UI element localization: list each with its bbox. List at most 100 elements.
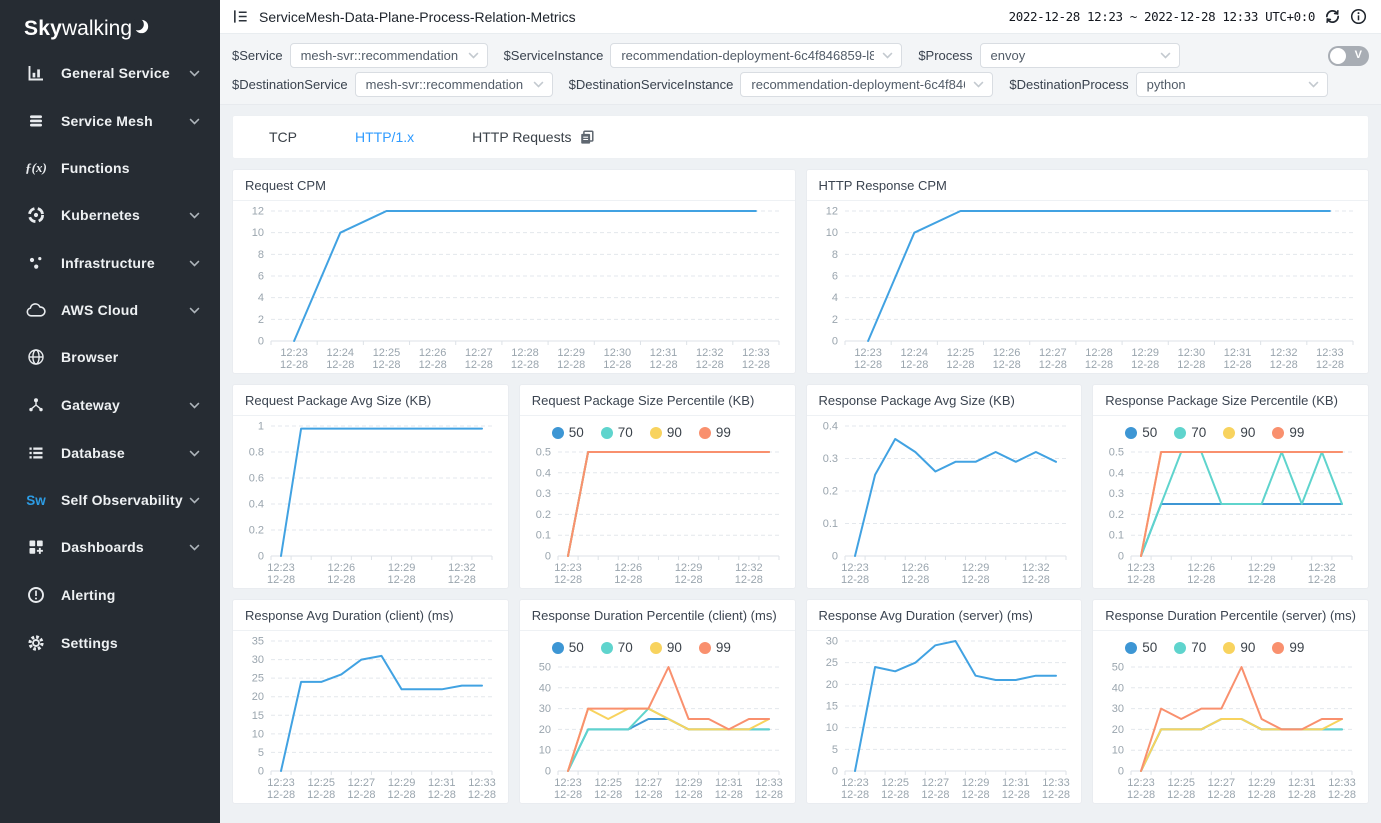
select-serviceinstance[interactable]: recommendation-deployment-6c4f846859-l8r… [610, 43, 903, 68]
svg-text:0.8: 0.8 [249, 447, 264, 459]
legend-item-99[interactable]: 99 [1272, 640, 1304, 655]
filter-label: $DestinationServiceInstance [568, 77, 734, 92]
sidebar-item-self-observability[interactable]: Sw Self Observability [0, 477, 220, 523]
svg-text:0: 0 [831, 336, 837, 348]
line-chart[interactable]: 00.10.20.30.412:2312-2812:2612-2812:2912… [807, 416, 1082, 588]
filter-destinationprocess: $DestinationProcess python [1009, 72, 1328, 97]
svg-text:12-28: 12-28 [1248, 789, 1276, 801]
legend-item-70[interactable]: 70 [1174, 425, 1206, 440]
svg-text:0.4: 0.4 [249, 499, 264, 511]
chart-body: 0 2 4 6 8 10 12 12:23 12-28 12:24 12-28 12:25 12-28 1… [233, 201, 795, 373]
line-chart[interactable]: 02468101212:2312-2812:2412-2812:2512-281… [807, 201, 1369, 373]
legend-item-50[interactable]: 50 [551, 640, 584, 655]
select-destinationserviceinstance[interactable]: recommendation-deployment-6c4f846859-l8r… [740, 72, 994, 97]
sidebar-item-gateway[interactable]: Gateway [0, 381, 220, 429]
sidebar-item-kubernetes[interactable]: Kubernetes [0, 191, 220, 239]
info-icon[interactable] [1350, 8, 1367, 25]
chart-title: Request Package Avg Size (KB) [233, 385, 508, 416]
svg-text:12-28: 12-28 [419, 359, 447, 371]
legend-item-70[interactable]: 70 [600, 640, 633, 655]
chart-title: Response Avg Duration (client) (ms) [233, 600, 508, 631]
svg-text:40: 40 [539, 682, 551, 694]
line-chart[interactable]: 0510152025303512:2312-2812:2512-2812:271… [233, 631, 508, 803]
svg-text:12:31: 12:31 [1288, 777, 1316, 789]
svg-text:12:31: 12:31 [1002, 777, 1030, 789]
svg-text:5: 5 [831, 744, 837, 756]
sidebar-item-browser[interactable]: Browser [0, 333, 220, 381]
svg-text:25: 25 [825, 657, 837, 669]
select-value: python [1146, 77, 1186, 92]
sidebar-collapse-icon[interactable] [232, 8, 249, 25]
svg-text:12:25: 12:25 [594, 777, 622, 789]
select-destinationprocess[interactable]: python [1135, 72, 1328, 97]
legend-item-50[interactable]: 50 [551, 425, 584, 440]
legend-item-70[interactable]: 70 [600, 425, 633, 440]
svg-text:12:26: 12:26 [419, 347, 447, 359]
sidebar-item-aws-cloud[interactable]: AWS Cloud [0, 287, 220, 333]
svg-text:1: 1 [258, 421, 264, 433]
svg-text:0.5: 0.5 [535, 447, 550, 459]
legend-dot [649, 426, 662, 439]
time-range[interactable]: 2022-12-28 12:23 ~ 2022-12-28 12:33 UTC+… [1008, 9, 1316, 24]
legend-item-50[interactable]: 50 [1125, 640, 1157, 655]
legend-label: 70 [617, 425, 633, 440]
sidebar-item-dashboards[interactable]: Dashboards [0, 523, 220, 571]
svg-text:6: 6 [831, 271, 837, 283]
sidebar-item-alerting[interactable]: Alerting [0, 571, 220, 619]
line-chart[interactable]: 00.10.20.30.40.512:2312-2812:2612-2812:2… [520, 442, 795, 588]
svg-text:12:26: 12:26 [901, 562, 929, 574]
sidebar-item-settings[interactable]: Settings [0, 619, 220, 667]
legend-item-99[interactable]: 99 [1272, 425, 1304, 440]
svg-text:12-28: 12-28 [1041, 789, 1069, 801]
chart-body: 0 5 10 15 20 25 30 35 12:23 12-28 12:25 12-28 12:27 1… [233, 631, 508, 803]
legend-item-50[interactable]: 50 [1125, 425, 1157, 440]
sidebar-item-functions[interactable]: ƒ(x) Functions [0, 145, 220, 191]
filter-service: $Service mesh-svr::recommendation [232, 43, 488, 68]
svg-text:12:32: 12:32 [448, 562, 476, 574]
line-chart[interactable]: 05101520253012:2312-2812:2512-2812:2712-… [807, 631, 1082, 803]
svg-text:12:23: 12:23 [280, 347, 308, 359]
svg-text:12:30: 12:30 [604, 347, 632, 359]
sidebar-item-service-mesh[interactable]: Service Mesh [0, 97, 220, 145]
tab-http-1-x[interactable]: HTTP/1.x [355, 129, 414, 145]
sidebar-item-general-service[interactable]: General Service [0, 49, 220, 97]
line-chart[interactable]: 0102030405012:2312-2812:2512-2812:2712-2… [520, 657, 795, 803]
legend-item-70[interactable]: 70 [1174, 640, 1206, 655]
legend-item-90[interactable]: 90 [649, 425, 682, 440]
sidebar-item-database[interactable]: Database [0, 429, 220, 477]
line-chart[interactable]: 00.10.20.30.40.512:2312-2812:2612-2812:2… [1093, 442, 1368, 588]
svg-text:4: 4 [831, 292, 837, 304]
legend-label: 50 [1142, 425, 1158, 440]
select-service[interactable]: mesh-svr::recommendation [289, 43, 488, 68]
skywalking-logo[interactable]: Sky walking [0, 0, 220, 49]
select-destinationservice[interactable]: mesh-svr::recommendation [354, 72, 553, 97]
svg-text:12:29: 12:29 [1131, 347, 1159, 359]
svg-text:12:29: 12:29 [675, 562, 703, 574]
svg-text:12:33: 12:33 [742, 347, 770, 359]
legend-item-99[interactable]: 99 [698, 640, 731, 655]
svg-text:12-28: 12-28 [511, 359, 539, 371]
line-chart[interactable]: 02468101212:2312-2812:2412-2812:2512-281… [233, 201, 795, 373]
refresh-icon[interactable] [1324, 8, 1341, 25]
legend-item-99[interactable]: 99 [698, 425, 731, 440]
view-toggle[interactable]: V [1328, 45, 1369, 66]
tab-tcp[interactable]: TCP [269, 129, 297, 145]
copy-icon[interactable] [579, 129, 595, 145]
line-chart[interactable]: 00.20.40.60.8112:2312-2812:2612-2812:291… [233, 416, 508, 588]
svg-text:12-28: 12-28 [735, 574, 763, 586]
sidebar-item-infrastructure[interactable]: Infrastructure [0, 239, 220, 287]
tab-http-requests[interactable]: HTTP Requests [472, 129, 595, 145]
legend-item-90[interactable]: 90 [1223, 425, 1255, 440]
legend-label: 99 [1289, 425, 1305, 440]
chart-panel-request-cpm: Request CPM 0 2 4 6 8 10 12 12:23 12-28 12:24 12-28… [232, 169, 796, 374]
legend-item-90[interactable]: 90 [649, 640, 682, 655]
svg-text:12:29: 12:29 [388, 562, 416, 574]
legend-item-90[interactable]: 90 [1223, 640, 1255, 655]
chart-title: Response Package Size Percentile (KB) [1093, 385, 1368, 416]
select-process[interactable]: envoy [979, 43, 1180, 68]
svg-text:8: 8 [831, 249, 837, 261]
line-chart[interactable]: 0102030405012:2312-2812:2512-2812:2712-2… [1093, 657, 1368, 803]
svg-text:12:31: 12:31 [715, 777, 743, 789]
svg-text:12:23: 12:23 [841, 562, 869, 574]
svg-text:12-28: 12-28 [714, 789, 742, 801]
